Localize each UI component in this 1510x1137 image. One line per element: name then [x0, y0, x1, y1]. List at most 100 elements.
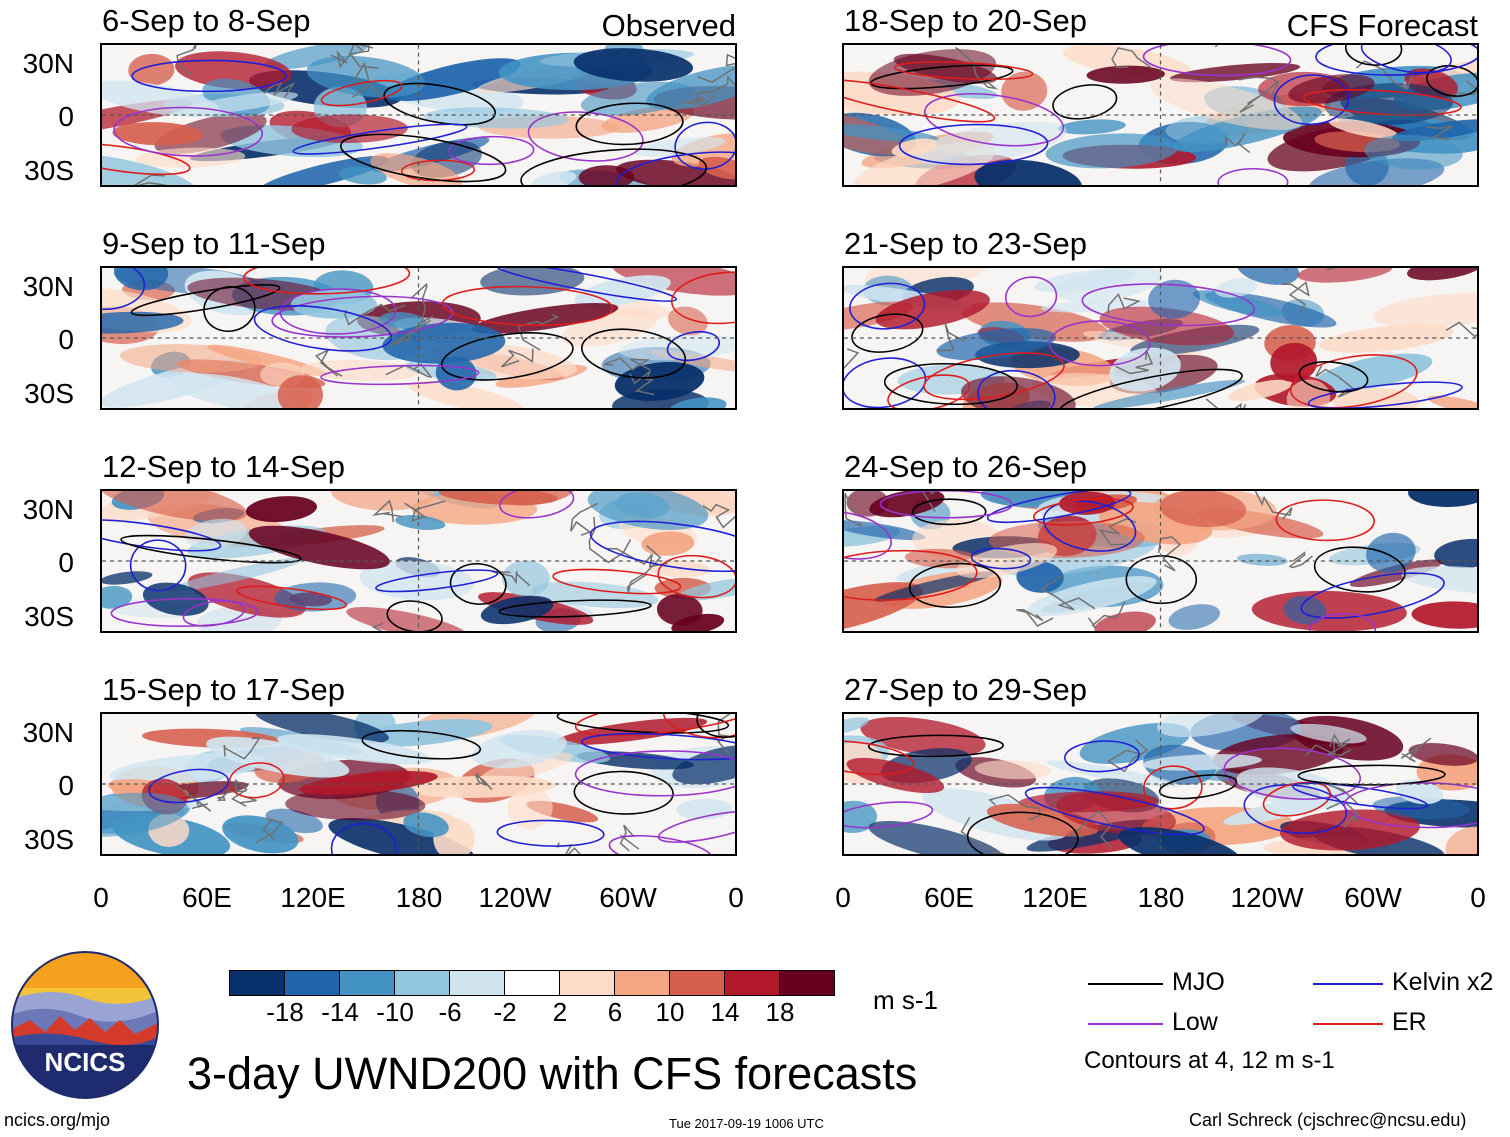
- wind-anomaly-blob: [677, 577, 735, 601]
- coastline: [501, 348, 534, 368]
- contour-line: [449, 562, 507, 605]
- contour-line: [1005, 276, 1058, 318]
- colorbar-swatch: [670, 971, 725, 995]
- wind-anomaly-blob: [846, 757, 945, 794]
- contour-line: [148, 768, 230, 804]
- contour-line: [887, 374, 971, 408]
- coastline: [1305, 733, 1342, 756]
- contour-line: [102, 268, 146, 311]
- contour-line: [851, 313, 924, 353]
- wind-anomaly-blob: [1407, 268, 1477, 281]
- lat-tick-0-1: 0: [58, 101, 74, 132]
- wind-anomaly-blob: [868, 821, 1005, 854]
- wind-anomaly-blob: [1288, 74, 1375, 104]
- coastline: [921, 491, 937, 512]
- wind-anomaly-blob: [1016, 561, 1064, 593]
- footer-url[interactable]: ncics.org/mjo: [4, 1110, 111, 1130]
- wind-anomaly-blob: [612, 389, 709, 408]
- colorbar-swatch: [230, 971, 285, 995]
- contour-line: [361, 729, 482, 760]
- contour-line: [849, 282, 926, 330]
- wind-anomaly-blob: [102, 571, 153, 585]
- colorbar-label: 2: [552, 997, 568, 1027]
- coastline: [133, 174, 166, 185]
- colorbar-label: 6: [607, 997, 623, 1027]
- panel-title-fc-2: 21-Sep to 23-Sep: [844, 226, 1088, 261]
- contour-line: [1217, 167, 1289, 185]
- colorbar-swatch: [450, 971, 505, 995]
- coastline: [1107, 739, 1149, 773]
- wind-anomaly-blob: [611, 268, 735, 296]
- map-svg: [102, 714, 735, 854]
- contour-line: [1308, 612, 1377, 631]
- contour-line: [110, 597, 259, 627]
- coastline: [685, 94, 715, 106]
- legend-line-er: [1313, 1023, 1383, 1025]
- coastline: [255, 818, 284, 844]
- contour-line: [556, 714, 730, 734]
- wind-anomaly-blob: [299, 770, 438, 795]
- lon-tick-60e-left: 60E: [182, 882, 232, 913]
- wind-anomaly-blob: [1319, 324, 1454, 353]
- wind-anomaly-blob: [1328, 118, 1398, 139]
- contour-line: [1142, 45, 1292, 77]
- wind-anomaly-blob: [379, 312, 427, 330]
- contour-line: [120, 534, 302, 564]
- wind-anomaly-blob: [1236, 553, 1288, 566]
- wind-anomaly-blob: [961, 376, 1076, 408]
- wind-anomaly-blob: [1280, 809, 1420, 851]
- lat-tick-30s-4: 30S: [24, 824, 74, 855]
- wind-anomaly-blob: [1251, 590, 1407, 631]
- wind-anomaly-blob: [245, 496, 318, 523]
- wind-anomaly-blob: [573, 48, 693, 82]
- contour-line: [844, 510, 892, 560]
- wind-anomaly-blob: [254, 714, 389, 744]
- wind-anomaly-blob: [1058, 491, 1116, 515]
- contour-line: [1307, 381, 1463, 408]
- wind-anomaly-blob: [587, 491, 709, 530]
- wind-anomaly-blob: [641, 531, 695, 556]
- wind-anomaly-blob: [1058, 119, 1126, 135]
- colorbar-label: -10: [376, 997, 414, 1027]
- legend-line-low: [1088, 1023, 1163, 1025]
- wind-anomaly-blob: [471, 303, 619, 334]
- contour-line: [1275, 499, 1375, 542]
- colorbar-swatch: [780, 971, 834, 995]
- map-panel-obs-3: [100, 489, 737, 633]
- coastline: [263, 81, 296, 98]
- wind-anomaly-blob: [578, 165, 635, 185]
- contour-line: [129, 539, 187, 592]
- coastline: [1098, 517, 1137, 546]
- legend-label-kelvin: Kelvin x2: [1392, 968, 1494, 996]
- lon-tick-180-left: 180: [395, 882, 443, 913]
- contour-note: Contours at 4, 12 m s-1: [1084, 1047, 1335, 1074]
- contour-line: [330, 822, 397, 854]
- coastline: [603, 357, 651, 371]
- coastline: [955, 47, 998, 90]
- wind-anomaly-blob: [184, 91, 299, 115]
- footer-author: Carl Schreck (cjschrec@ncsu.edu): [1189, 1110, 1467, 1130]
- lat-tick-30n-3: 30N: [22, 494, 74, 525]
- legend-label-mjo: MJO: [1172, 968, 1225, 996]
- contour-line: [1223, 747, 1362, 800]
- wind-anomaly-blob: [1408, 743, 1477, 766]
- panel-title-fc-1: 18-Sep to 20-Sep: [844, 3, 1088, 38]
- contour-line: [581, 732, 735, 761]
- lat-tick-0-2: 0: [58, 324, 74, 355]
- contour-line: [966, 811, 1079, 854]
- coastline: [176, 45, 197, 76]
- contour-line: [279, 288, 397, 335]
- colorbar-label: -2: [493, 997, 517, 1027]
- contour-line: [893, 61, 1034, 81]
- wind-anomaly-blob: [128, 53, 175, 86]
- contour-line: [867, 734, 1004, 758]
- wind-anomaly-blob: [1169, 63, 1301, 83]
- colorbar-label: 10: [655, 997, 685, 1027]
- contour-line: [911, 498, 987, 526]
- wind-anomaly-blob: [1297, 268, 1393, 283]
- lon-tick-180-right: 180: [1137, 882, 1185, 913]
- wind-anomaly-blob: [648, 560, 710, 578]
- wind-anomaly-blob: [423, 107, 570, 129]
- coastline: [349, 45, 380, 69]
- contour-line: [924, 93, 1065, 147]
